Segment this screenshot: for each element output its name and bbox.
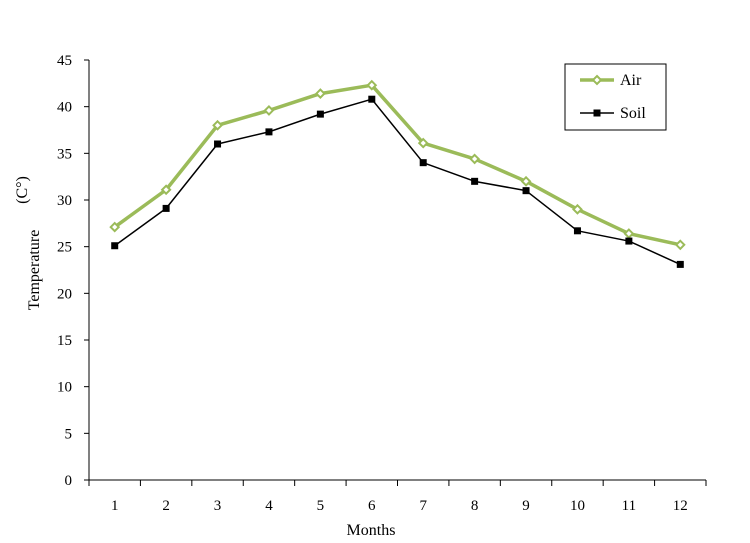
soil-point xyxy=(111,242,119,250)
legend-label-air: Air xyxy=(620,72,642,89)
x-tick-label: 7 xyxy=(419,498,427,514)
series-soil xyxy=(111,95,684,268)
y-tick-label: 35 xyxy=(57,146,72,162)
x-tick-label: 1 xyxy=(111,498,119,514)
soil-point xyxy=(625,237,633,245)
y-tick-label: 15 xyxy=(57,333,72,349)
air-point xyxy=(674,239,686,251)
air-point xyxy=(417,137,429,149)
x-tick-label: 4 xyxy=(265,498,273,514)
x-tick-label: 2 xyxy=(162,498,170,514)
x-tick-label: 5 xyxy=(317,498,325,514)
legend-item-soil: Soil xyxy=(580,105,646,122)
air-point xyxy=(109,221,121,233)
x-tick-label: 6 xyxy=(368,498,376,514)
y-axis-unit: (C°) xyxy=(14,176,31,204)
soil-point xyxy=(368,95,376,103)
soil-line xyxy=(114,98,681,266)
air-line xyxy=(113,83,681,247)
y-tick-label: 0 xyxy=(65,473,73,489)
y-axis-title: Temperature xyxy=(26,230,43,311)
legend: Air Soil xyxy=(564,63,667,131)
soil-point xyxy=(471,177,479,185)
legend-swatch-marker xyxy=(593,109,601,117)
soil-point xyxy=(522,187,530,195)
legend-label-soil: Soil xyxy=(620,105,646,122)
air-point xyxy=(212,119,223,131)
legend-item-air: Air xyxy=(580,72,642,89)
air-point xyxy=(263,104,275,116)
y-tick-label: 40 xyxy=(57,100,72,116)
y-tick-label: 45 xyxy=(57,53,72,69)
soil-point xyxy=(316,110,324,118)
soil-point xyxy=(419,159,427,167)
soil-point xyxy=(214,140,222,148)
y-tick-label: 20 xyxy=(57,286,72,302)
legend-box xyxy=(564,63,667,131)
air-point xyxy=(314,88,326,100)
soil-point xyxy=(162,204,170,212)
x-tick-label: 12 xyxy=(673,498,688,514)
air-point xyxy=(160,184,172,196)
x-axis-title: Months xyxy=(347,522,396,539)
x-tick-label: 10 xyxy=(570,498,585,514)
air-point xyxy=(572,203,583,215)
x-tick-label: 11 xyxy=(622,498,636,514)
air-point xyxy=(469,153,481,165)
legend-swatch-marker xyxy=(591,74,603,86)
y-tick-label: 10 xyxy=(57,380,72,396)
y-tick-label: 25 xyxy=(57,240,72,256)
soil-point xyxy=(676,260,684,268)
series-layer xyxy=(109,79,686,268)
air-point xyxy=(520,175,532,187)
x-tick-label: 8 xyxy=(471,498,479,514)
air-point xyxy=(366,79,378,91)
y-tick-label: 5 xyxy=(65,426,73,442)
x-tick-label: 3 xyxy=(214,498,222,514)
axes xyxy=(84,59,707,486)
soil-point xyxy=(265,128,273,136)
x-tick-label: 9 xyxy=(522,498,530,514)
y-tick-label: 30 xyxy=(57,193,72,209)
soil-point xyxy=(573,227,581,235)
